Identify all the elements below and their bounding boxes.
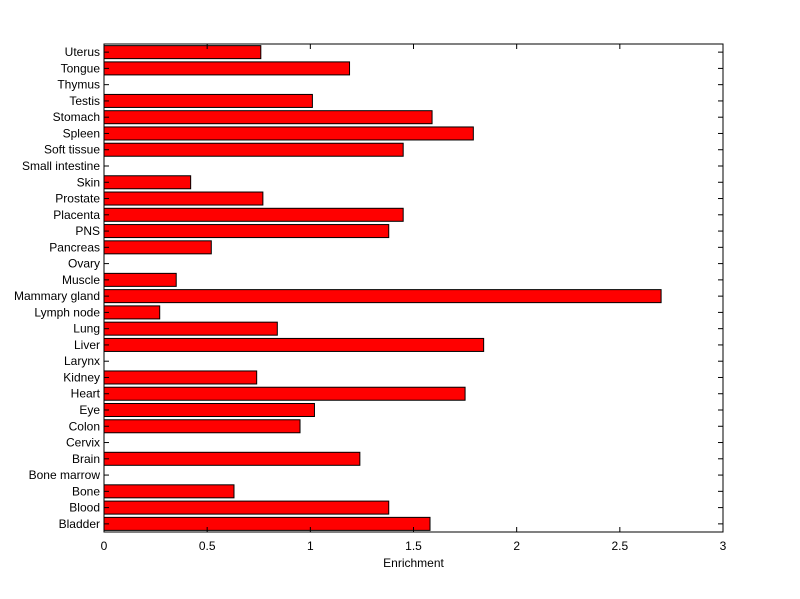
y-tick-label: Blood bbox=[69, 501, 100, 515]
x-axis-ticks: 0 0.5 1 1.5 2 2.5 3 bbox=[101, 44, 727, 553]
bars-group bbox=[103, 45, 662, 531]
bar-testis bbox=[103, 93, 313, 108]
y-tick-label: Mammary gland bbox=[14, 289, 100, 303]
y-tick-label: Small intestine bbox=[22, 159, 100, 173]
x-tick-label: 1 bbox=[307, 539, 314, 553]
x-axis-label: Enrichment bbox=[383, 556, 444, 570]
bar-pns bbox=[103, 224, 390, 239]
bar-blood bbox=[103, 500, 390, 515]
y-tick-label: Cervix bbox=[66, 436, 100, 450]
y-tick-label: Lymph node bbox=[34, 305, 100, 319]
bar-skin bbox=[103, 175, 192, 190]
bar-bone bbox=[103, 484, 235, 499]
bar-tongue bbox=[103, 61, 351, 76]
y-tick-label: Larynx bbox=[64, 354, 100, 368]
y-tick-label: Bone bbox=[72, 484, 100, 498]
y-tick-label: Skin bbox=[77, 175, 100, 189]
y-tick-label: Testis bbox=[69, 94, 100, 108]
x-tick-label: 2 bbox=[513, 539, 520, 553]
y-tick-label: Eye bbox=[79, 403, 100, 417]
y-tick-label: Prostate bbox=[55, 192, 100, 206]
y-tick-label: Thymus bbox=[57, 78, 100, 92]
bar-uterus bbox=[103, 45, 262, 60]
bar-lymph-node bbox=[103, 305, 161, 320]
y-tick-label: Lung bbox=[73, 322, 100, 336]
bar-placenta bbox=[103, 207, 404, 222]
y-axis-ticks: Bladder Blood Bone Bone marrow Brain Cervix Co… bbox=[14, 45, 723, 531]
bar-soft-tissue bbox=[103, 142, 404, 157]
y-tick-label: Liver bbox=[74, 338, 100, 352]
bar-pancreas bbox=[103, 240, 212, 255]
y-tick-label: Bone marrow bbox=[29, 468, 101, 482]
x-tick-label: 2.5 bbox=[611, 539, 628, 553]
bar-prostate bbox=[103, 191, 264, 206]
bar-stomach bbox=[103, 110, 433, 125]
bar-brain bbox=[103, 451, 361, 466]
y-tick-label: Ovary bbox=[68, 257, 100, 271]
y-tick-label: Brain bbox=[72, 452, 100, 466]
bar-heart bbox=[103, 386, 466, 401]
y-tick-label: Heart bbox=[71, 387, 101, 401]
x-tick-label: 0.5 bbox=[199, 539, 216, 553]
y-tick-label: Colon bbox=[69, 419, 100, 433]
bar-liver bbox=[103, 337, 485, 352]
bar-mammary-gland bbox=[103, 289, 662, 304]
y-tick-label: Placenta bbox=[53, 208, 100, 222]
bar-spleen bbox=[103, 126, 474, 141]
y-tick-label: Pancreas bbox=[49, 240, 100, 254]
x-tick-label: 3 bbox=[720, 539, 727, 553]
y-tick-label: Uterus bbox=[65, 45, 100, 59]
bar-colon bbox=[103, 419, 301, 434]
bar-muscle bbox=[103, 272, 177, 287]
y-tick-label: Soft tissue bbox=[44, 143, 100, 157]
y-tick-label: Muscle bbox=[62, 273, 100, 287]
y-tick-label: Tongue bbox=[61, 61, 101, 75]
bar-eye bbox=[103, 402, 315, 418]
y-tick-label: PNS bbox=[75, 224, 100, 238]
y-tick-label: Spleen bbox=[63, 126, 100, 140]
y-tick-label: Stomach bbox=[53, 110, 100, 124]
x-tick-label: 0 bbox=[101, 539, 108, 553]
y-tick-label: Bladder bbox=[59, 517, 100, 531]
bar-lung bbox=[103, 321, 278, 336]
bar-bladder bbox=[103, 516, 431, 531]
bar-kidney bbox=[103, 370, 258, 385]
x-tick-label: 1.5 bbox=[405, 539, 422, 553]
y-tick-label: Kidney bbox=[63, 370, 100, 384]
